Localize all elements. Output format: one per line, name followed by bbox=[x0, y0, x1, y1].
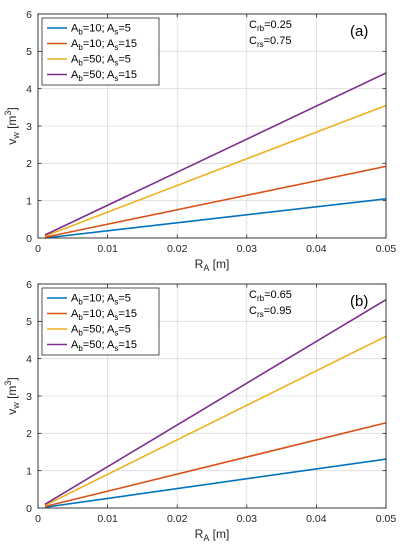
annotation-crb: Crb=0.25 bbox=[249, 19, 292, 33]
series-line-4 bbox=[44, 72, 387, 236]
x-tick-label: 0.03 bbox=[237, 243, 258, 255]
legend-label-1: Ab​=10; As​=5 bbox=[71, 23, 131, 37]
y-tick-label: 5 bbox=[26, 46, 32, 58]
series-line-1 bbox=[44, 198, 387, 239]
y-tick-label: 3 bbox=[26, 391, 32, 403]
y-tick-label: 4 bbox=[26, 353, 32, 365]
x-tick-label: 0 bbox=[35, 513, 41, 525]
y-tick-label: 1 bbox=[26, 195, 32, 207]
x-tick-label: 0.02 bbox=[167, 513, 188, 525]
x-axis-label: RA​ [m] bbox=[195, 257, 230, 273]
y-tick-label: 0 bbox=[26, 233, 32, 245]
y-tick-label: 5 bbox=[26, 316, 32, 328]
chart-panel-b: 0 0.01 0.02 0.03 0.04 0.05 0 1 2 3 4 5 6 RA​ [m] vw​ [… bbox=[3, 279, 396, 543]
series-line-3 bbox=[44, 335, 387, 507]
series-line-2 bbox=[44, 165, 387, 239]
x-tick-label: 0.04 bbox=[306, 243, 327, 255]
y-axis-label: vw​ [m3​] bbox=[3, 107, 21, 145]
chart-panel-a: 0 0.01 0.02 0.03 0.04 0.05 0 1 2 3 4 5 6 RA​ [m] vw​ [… bbox=[3, 9, 396, 273]
panel-label: (b) bbox=[350, 293, 368, 310]
x-tick-label: 0.04 bbox=[306, 513, 327, 525]
legend-label-1: Ab​=10; As​=5 bbox=[71, 293, 131, 307]
x-tick-label: 0.01 bbox=[97, 513, 118, 525]
x-tick-label: 0.01 bbox=[97, 243, 118, 255]
x-tick-label: 0 bbox=[35, 243, 41, 255]
x-tick-label: 0.03 bbox=[237, 513, 258, 525]
series-line-2 bbox=[44, 422, 387, 508]
series-line-4 bbox=[44, 298, 387, 505]
x-tick-label: 0.05 bbox=[376, 513, 397, 525]
series-line-1 bbox=[44, 458, 387, 509]
y-tick-label: 2 bbox=[26, 158, 32, 170]
annotation-crs: Crs=0.75 bbox=[249, 35, 291, 49]
legend-label-2: Ab​=10; As​=15 bbox=[71, 38, 137, 52]
annotation-crb: Crb=0.65 bbox=[249, 289, 292, 303]
legend-box bbox=[41, 17, 160, 86]
y-tick-label: 3 bbox=[26, 121, 32, 133]
y-axis-label: vw​ [m3​] bbox=[3, 377, 21, 415]
legend-label-3: Ab​=50; As​=5 bbox=[71, 324, 131, 338]
panel-label: (a) bbox=[350, 23, 368, 40]
x-axis-label: RA​ [m] bbox=[195, 527, 230, 543]
legend-label-3: Ab​=50; As​=5 bbox=[71, 54, 131, 68]
x-tick-label: 0.02 bbox=[167, 243, 188, 255]
legend-label-2: Ab​=10; As​=15 bbox=[71, 308, 137, 322]
y-tick-label: 4 bbox=[26, 83, 32, 95]
x-tick-label: 0.05 bbox=[376, 243, 397, 255]
legend-label-4: Ab​=50; As​=15 bbox=[71, 69, 137, 83]
y-tick-label: 6 bbox=[26, 279, 32, 291]
y-tick-label: 1 bbox=[26, 465, 32, 477]
series-line-3 bbox=[44, 104, 387, 237]
y-tick-label: 2 bbox=[26, 428, 32, 440]
annotation-crs: Crs=0.95 bbox=[249, 305, 291, 319]
y-tick-label: 6 bbox=[26, 9, 32, 21]
legend-label-4: Ab​=50; As​=15 bbox=[71, 339, 137, 353]
y-tick-label: 0 bbox=[26, 503, 32, 515]
